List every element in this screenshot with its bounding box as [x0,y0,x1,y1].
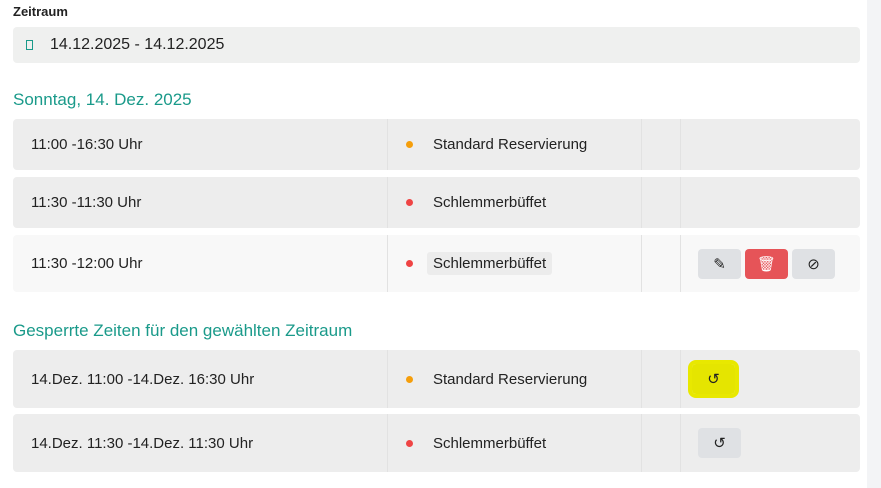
zeitraum-label: Zeitraum [13,4,68,19]
delete-button[interactable]: 🗑 [745,248,788,279]
type: Standard Reservierung [433,370,588,388]
table-row: 11:00 -16:30 Uhr Standard Reservierung [13,119,860,170]
time: 14.Dez. 11:00 -14.Dez. 16:30 Uhr [13,350,388,408]
time: 14.Dez. 11:30 -14.Dez. 11:30 Uhr [13,414,388,472]
date-range-value: 14.12.2025 - 14.12.2025 [50,36,225,53]
blocked-heading: Gesperrte Zeiten für den gewählten Zeitr… [13,321,353,340]
ban-icon: ⊘ [807,255,820,273]
trash-icon: 🗑 [756,255,777,273]
restore-button[interactable]: ↺ [688,360,739,398]
restore-button[interactable]: ↺ [698,428,741,458]
table-row: 11:30 -12:00 Uhr Schlemmerbüffet ✎ 🗑 ⊘ [13,235,860,292]
type: Schlemmerbüffet [427,252,553,275]
status-dot [406,375,413,383]
table-row: 14.Dez. 11:00 -14.Dez. 16:30 Uhr Standar… [13,350,860,408]
undo-icon: ↺ [713,435,726,452]
table-row: 11:30 -11:30 Uhr Schlemmerbüffet [13,177,860,228]
edit-button[interactable]: ✎ [698,248,741,279]
edit-icon: ✎ [713,255,726,273]
time: 11:30 -11:30 Uhr [13,177,388,228]
scrollbar[interactable] [867,0,881,488]
time: 11:30 -12:00 Uhr [13,235,388,292]
block-button[interactable]: ⊘ [792,248,835,279]
calendar-icon [26,40,33,50]
day-heading: Sonntag, 14. Dez. 2025 [13,90,192,109]
type: Standard Reservierung [433,136,588,153]
status-dot [406,260,413,267]
table-row: 14.Dez. 11:30 -14.Dez. 11:30 Uhr Schlemm… [13,414,860,472]
status-dot [406,141,413,148]
date-range-input[interactable]: 14.12.2025 - 14.12.2025 [13,27,860,63]
status-dot [406,199,413,206]
type: Schlemmerbüffet [433,434,547,452]
undo-icon: ↺ [707,371,720,388]
time: 11:00 -16:30 Uhr [13,119,388,170]
status-dot [406,439,413,447]
type: Schlemmerbüffet [433,194,547,211]
